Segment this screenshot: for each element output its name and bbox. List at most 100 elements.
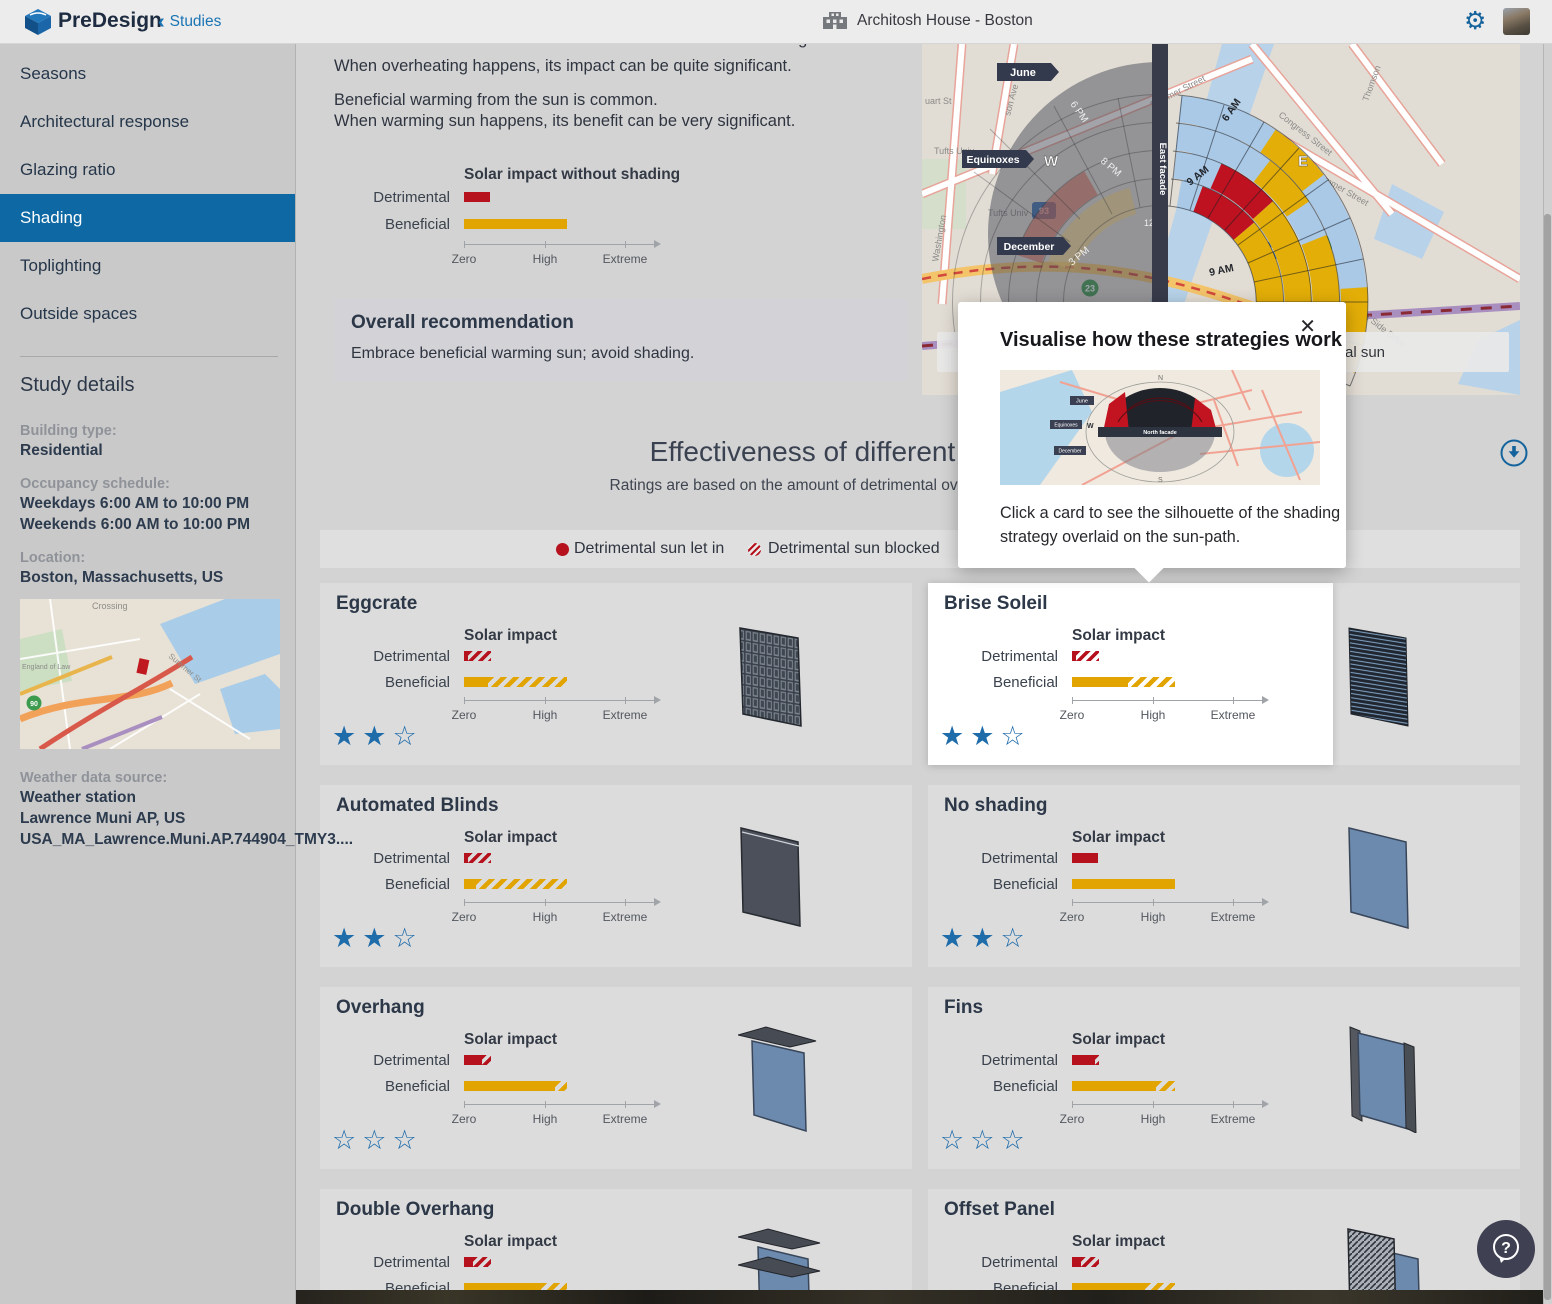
star-filled-icon: ★ (332, 923, 363, 954)
svg-text:December: December (1058, 449, 1081, 455)
shading-card-offset-panel[interactable]: Offset Panel Solar impact Detrimental Be… (928, 1189, 1520, 1304)
back-to-studies-link[interactable]: ‹ Studies (158, 11, 222, 33)
star-filled-icon: ★ (940, 721, 971, 752)
strategy-icon (1346, 1015, 1456, 1139)
gear-icon[interactable]: ⚙ (1464, 6, 1487, 35)
weather-file: USA_MA_Lawrence.Muni.AP.744904_TMY3.... (20, 831, 354, 848)
axis-arrow-icon (654, 898, 661, 906)
popup-minimap: North facade June Equinoxes W December N… (1000, 369, 1321, 490)
shading-card-brise-soleil[interactable]: Brise Soleil Solar impact Detrimental Be… (928, 583, 1520, 765)
chart-title: Solar impact without shading (464, 166, 681, 183)
automated-blinds-icon (740, 827, 801, 927)
svg-text:North facade: North facade (1143, 430, 1177, 436)
star-filled-icon: ★ (970, 923, 1001, 954)
rating-stars: ★★☆ (940, 721, 1031, 752)
star-outline-icon: ☆ (392, 1125, 423, 1156)
double-overhang-icon (738, 1228, 821, 1304)
chart-title: Solar impact (464, 1233, 558, 1250)
rating-stars: ★★☆ (332, 721, 423, 752)
sidebar-item-glazing-ratio[interactable]: Glazing ratio (20, 160, 116, 179)
sidebar-divider (20, 356, 278, 357)
building-type-value: Residential (20, 442, 103, 459)
popup-body-line-1: Click a card to see the silhouette of th… (1000, 504, 1341, 522)
shading-card-no-shading[interactable]: No shading Solar impact Detrimental Bene… (928, 785, 1520, 967)
sidebar-item-seasons[interactable]: Seasons (20, 64, 87, 83)
detrimental-bar (464, 1055, 491, 1065)
axis-arrow-icon (654, 696, 661, 704)
detrimental-bar (1072, 1055, 1099, 1065)
svg-text:Crossing: Crossing (92, 601, 128, 611)
strategy-icon (738, 1015, 848, 1139)
impact-axis: Zero High Extreme (452, 898, 684, 924)
star-outline-icon: ☆ (940, 1125, 971, 1156)
star-outline-icon: ☆ (392, 923, 423, 954)
popup-body-line-2: strategy overlaid on the sun-path. (1000, 528, 1241, 546)
axis-arrow-icon (654, 240, 661, 248)
chart-title: Solar impact (464, 829, 558, 846)
solar-impact-chart: Solar impact Detrimental Beneficial Zero… (928, 1031, 1308, 1131)
svg-text:Equinoxes: Equinoxes (1054, 423, 1078, 429)
chart-title: Solar impact (1072, 1031, 1166, 1048)
top-bar: PreDesign ‹ Studies Architosh House - Bos… (0, 0, 1552, 44)
axis-arrow-icon (1262, 1100, 1269, 1108)
detrimental-label: Detrimental (981, 849, 1058, 867)
rating-stars: ★★☆ (332, 923, 423, 954)
sidebar-item-toplighting[interactable]: Toplighting (20, 256, 102, 275)
close-icon[interactable]: ✕ (1299, 314, 1316, 338)
solar-impact-chart: Solar impact Detrimental Beneficial Zero… (320, 1031, 700, 1131)
beneficial-label: Beneficial (992, 673, 1058, 691)
star-filled-icon: ★ (970, 721, 1001, 752)
beneficial-bar (464, 1283, 567, 1293)
impact-axis: Zero High Extreme (1060, 696, 1292, 722)
chart-title: Solar impact (464, 1031, 558, 1048)
star-filled-icon: ★ (362, 721, 393, 752)
download-button[interactable] (1499, 438, 1529, 473)
help-button[interactable]: ? (1477, 1220, 1535, 1278)
svg-text:W: W (1044, 153, 1059, 170)
map-legend-fragment: al sun (1345, 344, 1385, 361)
beneficial-bar (1072, 1081, 1175, 1091)
sidebar-item-outside-spaces[interactable]: Outside spaces (20, 304, 138, 323)
axis-arrow-icon (1262, 898, 1269, 906)
svg-text:Equinoxes: Equinoxes (966, 154, 1019, 166)
avatar[interactable] (1503, 8, 1530, 35)
star-filled-icon: ★ (362, 923, 393, 954)
chart-title: Solar impact (1072, 627, 1166, 644)
popup-tail (1133, 551, 1165, 583)
recommendation-title: Overall recommendation (351, 312, 574, 333)
shading-card-overhang[interactable]: Overhang Solar impact Detrimental Benefi… (320, 987, 912, 1169)
location-value: Boston, Massachusetts, US (20, 569, 224, 586)
building-type-label: Building type: (20, 423, 117, 439)
location-label: Location: (20, 550, 86, 566)
strategy-cards-grid: Eggcrate Solar impact Detrimental Benefi… (320, 583, 1520, 1304)
card-title: Fins (944, 997, 984, 1018)
scrollbar-thumb[interactable] (1544, 214, 1551, 1300)
svg-text:E: E (1298, 153, 1308, 170)
svg-text:?: ? (1501, 1240, 1511, 1257)
help-icon: ? (1493, 1234, 1519, 1263)
beneficial-bar (464, 879, 567, 889)
detrimental-bar (464, 651, 491, 661)
solar-impact-chart: Solar impact Detrimental Beneficial Zero… (320, 829, 700, 929)
svg-text:uart St: uart St (925, 96, 952, 106)
shading-card-fins[interactable]: Fins Solar impact Detrimental Beneficial… (928, 987, 1520, 1169)
shading-card-automated-blinds[interactable]: Automated Blinds Solar impact Detrimenta… (320, 785, 912, 967)
shading-card-double-overhang[interactable]: Double Overhang Solar impact Detrimental… (320, 1189, 912, 1304)
svg-text:9 AM: 9 AM (1208, 262, 1235, 279)
impact-axis: Zero High Extreme (1060, 1100, 1292, 1126)
beneficial-bar (1072, 1283, 1175, 1293)
summary-line-4: When warming sun happens, its benefit ca… (334, 112, 796, 130)
shading-card-eggcrate[interactable]: Eggcrate Solar impact Detrimental Benefi… (320, 583, 912, 765)
project-header: Architosh House - Boston (822, 10, 1033, 32)
svg-text:N: N (1158, 375, 1163, 382)
sidebar-item-shading[interactable]: Shading (0, 194, 295, 242)
impact-axis: Zero High Extreme (452, 1100, 684, 1126)
beneficial-bar (464, 219, 567, 229)
axis-arrow-icon (1262, 696, 1269, 704)
legend-label-sun-let-in: Detrimental sun let in (574, 540, 725, 557)
detrimental-bar (464, 853, 491, 863)
occupancy-weekends: Weekends 6:00 AM to 10:00 PM (20, 516, 250, 533)
sidebar-item-architectural-response[interactable]: Architectural response (20, 112, 190, 131)
detrimental-label: Detrimental (373, 188, 450, 206)
